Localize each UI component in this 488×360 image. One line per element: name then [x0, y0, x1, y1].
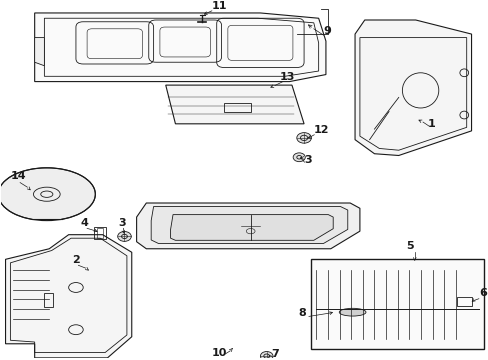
- Polygon shape: [35, 37, 44, 66]
- Ellipse shape: [0, 168, 95, 221]
- Text: 13: 13: [279, 72, 295, 82]
- Polygon shape: [136, 203, 359, 249]
- Ellipse shape: [339, 308, 365, 316]
- Ellipse shape: [293, 153, 305, 162]
- Ellipse shape: [260, 351, 272, 360]
- Polygon shape: [0, 215, 37, 226]
- Text: 7: 7: [271, 349, 279, 359]
- Polygon shape: [165, 85, 304, 124]
- Bar: [44, 293, 53, 307]
- Ellipse shape: [296, 132, 311, 143]
- Bar: [97, 228, 103, 238]
- Text: 2: 2: [72, 255, 80, 265]
- Bar: [311, 259, 483, 349]
- Bar: [224, 103, 250, 112]
- Text: 3: 3: [118, 218, 125, 228]
- Polygon shape: [151, 207, 347, 243]
- Text: 5: 5: [406, 241, 413, 251]
- Polygon shape: [354, 20, 470, 156]
- Text: 6: 6: [478, 288, 486, 298]
- Bar: [94, 226, 106, 239]
- Text: 8: 8: [298, 308, 306, 318]
- Text: 9: 9: [323, 26, 331, 36]
- Text: 3: 3: [304, 154, 311, 165]
- Text: 12: 12: [313, 125, 328, 135]
- Polygon shape: [170, 215, 332, 240]
- Text: 11: 11: [211, 1, 227, 12]
- Polygon shape: [5, 235, 131, 358]
- Text: 10: 10: [211, 348, 227, 358]
- Polygon shape: [35, 13, 325, 82]
- Text: 14: 14: [10, 171, 26, 181]
- Text: 4: 4: [81, 218, 88, 228]
- Bar: [456, 297, 470, 306]
- Ellipse shape: [118, 231, 131, 241]
- Text: 1: 1: [427, 120, 435, 129]
